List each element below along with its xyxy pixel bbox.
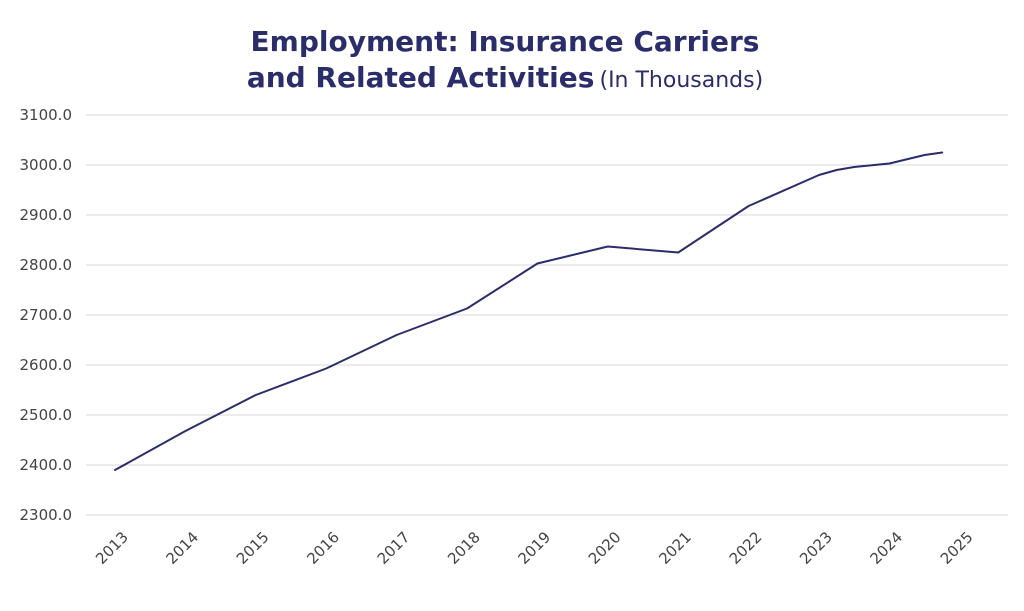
y-tick-label: 2500.0 [20,406,73,424]
x-tick-label: 2014 [162,528,202,568]
x-tick-label: 2019 [514,528,554,568]
chart-title-line2: and Related Activities [246,61,595,94]
x-tick-label: 2017 [374,528,414,568]
x-tick-label: 2016 [303,528,343,568]
y-tick-label: 2800.0 [20,256,73,274]
chart-title-line1: Employment: Insurance Carriers [250,25,760,58]
x-tick-label: 2020 [585,528,625,568]
x-axis: 2013 2014 2015 2016 2017 2018 2019 2020 2021 2022… [92,528,977,568]
y-tick-label: 3100.0 [20,106,73,124]
x-tick-label: 2024 [866,528,906,568]
series-layer [114,151,944,471]
y-tick-label: 2300.0 [20,506,73,524]
series-line [114,151,944,471]
y-axis: 2300.0 2400.0 2500.0 2600.0 2700.0 2800.0 2900… [20,106,73,524]
x-tick-label: 2015 [233,528,273,568]
x-tick-label: 2023 [796,528,836,568]
chart-title: Employment: Insurance Carriers and Relat… [0,24,1010,96]
y-tick-label: 2600.0 [20,356,73,374]
x-tick-label: 2022 [726,528,766,568]
x-tick-label: 2025 [937,528,977,568]
gridlines [86,114,1008,516]
x-tick-label: 2018 [444,528,484,568]
y-tick-label: 2900.0 [20,206,73,224]
x-tick-label: 2013 [92,528,132,568]
y-tick-label: 2700.0 [20,306,73,324]
x-tick-label: 2021 [655,528,695,568]
y-tick-label: 2400.0 [20,456,73,474]
y-tick-label: 3000.0 [20,156,73,174]
chart-subtitle: (In Thousands) [599,68,764,93]
